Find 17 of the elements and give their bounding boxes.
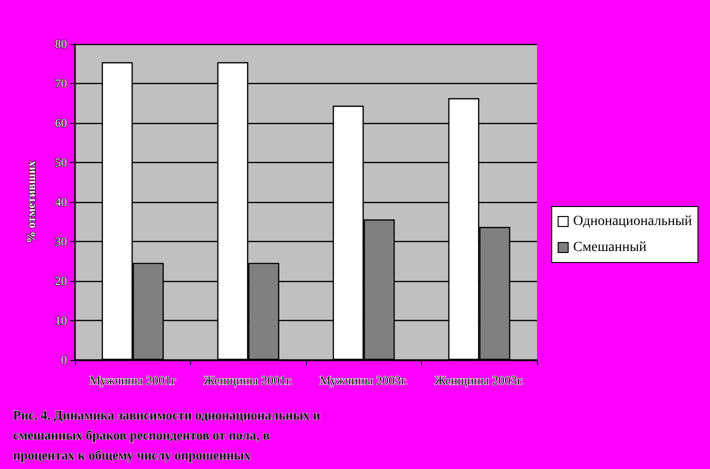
x-tick-label: Женщины 2003г.: [434, 374, 524, 388]
y-tick-label: 70: [55, 76, 67, 90]
x-tick-label: Женщины 2001г.: [204, 374, 293, 388]
y-tick-label: 10: [55, 314, 67, 328]
x-tick-label: Мужчины 2003г.: [320, 374, 408, 388]
y-tick-label: 50: [55, 156, 67, 170]
legend-label: Смешанный: [573, 240, 647, 255]
y-tick-label: 80: [55, 37, 67, 51]
y-axis-title: % отметивших: [24, 160, 38, 244]
text: Рис. 4. Динамика зависимости однонациональных и смешанных браков респондентов от пола, в процентах к общему числу опрошенных: [13, 408, 324, 462]
y-tick-label: 0: [61, 353, 67, 367]
y-tick-label: 60: [55, 116, 67, 130]
x-tick-label: Мужчины 2001г: [89, 374, 176, 388]
y-tick-label: 20: [55, 274, 67, 288]
y-tick-label: 40: [55, 195, 67, 209]
y-tick-label: 30: [55, 234, 67, 248]
legend-label: Однонациональный: [573, 214, 693, 229]
